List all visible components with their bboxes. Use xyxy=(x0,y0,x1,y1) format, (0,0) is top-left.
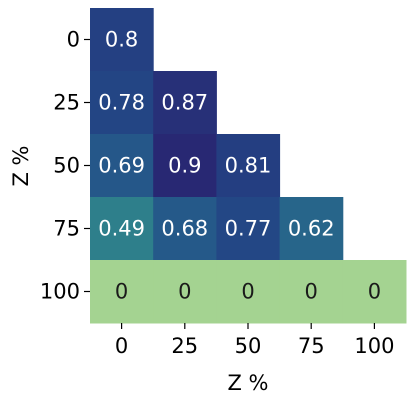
y-axis-title: Z % xyxy=(9,145,33,186)
heatmap-cell-r1-c1 xyxy=(153,71,217,135)
heatmap-cell-label-r2-c0: 0.69 xyxy=(98,154,145,178)
heatmap-cell-label-r3-c3: 0.62 xyxy=(288,217,335,241)
heatmap-cell-label-r3-c2: 0.77 xyxy=(225,217,272,241)
heatmap-cell-r1-c0 xyxy=(90,71,154,135)
heatmap-cell-r4-c1 xyxy=(153,260,217,324)
heatmap-cell-label-r4-c1: 0 xyxy=(178,280,191,304)
x-tick-label-100: 100 xyxy=(354,334,394,358)
x-axis-ticks: 0 25 50 75 100 xyxy=(115,323,394,358)
x-tick-label-50: 50 xyxy=(235,334,262,358)
x-tick-label-25: 25 xyxy=(171,334,198,358)
y-tick-label-100: 100 xyxy=(40,280,80,304)
x-axis-title: Z % xyxy=(227,371,268,395)
heatmap-cell-label-r2-c1: 0.9 xyxy=(168,154,201,178)
heatmap-cell-label-r1-c1: 0.87 xyxy=(161,91,208,115)
heatmap-cell-label-r4-c3: 0 xyxy=(305,280,318,304)
y-tick-label-50: 50 xyxy=(53,154,80,178)
heatmap-cell-r3-c2 xyxy=(216,197,281,261)
heatmap-cell-label-r1-c0: 0.78 xyxy=(98,91,145,115)
heatmap-cell-r3-c0 xyxy=(90,197,154,261)
heatmap-cell-r4-c0 xyxy=(90,260,154,324)
heatmap-cell-r2-c1 xyxy=(153,134,217,198)
heatmap-cell-r2-c2 xyxy=(216,134,281,198)
x-tick-label-0: 0 xyxy=(115,334,128,358)
heatmap-cell-r4-c3 xyxy=(279,260,344,324)
y-tick-label-25: 25 xyxy=(53,91,80,115)
heatmap-cell-label-r4-c4: 0 xyxy=(368,280,381,304)
x-tick-label-75: 75 xyxy=(298,334,325,358)
heatmap-cell-r2-c0 xyxy=(90,134,154,198)
heatmap-cell-label-r0-c0: 0.8 xyxy=(105,28,138,52)
heatmap-cell-label-r2-c2: 0.81 xyxy=(225,154,272,178)
heatmap-cell-label-r4-c2: 0 xyxy=(241,280,254,304)
y-tick-label-0: 0 xyxy=(67,28,80,52)
y-axis-ticks: 0 25 50 75 100 xyxy=(40,28,90,304)
heatmap-cell-label-r3-c0: 0.49 xyxy=(98,217,145,241)
heatmap-cell-r3-c1 xyxy=(153,197,217,261)
heatmap-cell-r4-c4 xyxy=(342,260,407,324)
y-tick-label-75: 75 xyxy=(53,217,80,241)
heatmap-cell-label-r4-c0: 0 xyxy=(115,280,128,304)
heatmap-cells: 0.8 0.78 0.87 0.69 0.9 0.81 0.49 0.68 0.77 0.62 0 0… xyxy=(90,8,407,324)
heatmap-cell-label-r3-c1: 0.68 xyxy=(161,217,208,241)
heatmap-cell-r0-c0 xyxy=(90,8,154,72)
heatmap-cell-r4-c2 xyxy=(216,260,281,324)
heatmap-cell-r3-c3 xyxy=(279,197,344,261)
